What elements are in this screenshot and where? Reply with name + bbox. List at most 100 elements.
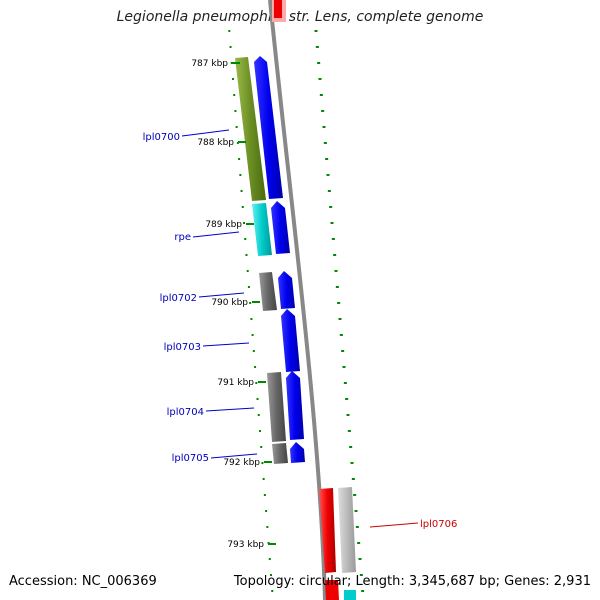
guide-dot: [345, 398, 349, 400]
cds-arrow-lpl0705: [290, 442, 305, 463]
cog-block-lpl0700: [235, 57, 266, 201]
guide-dot: [318, 78, 322, 80]
kbp-tick-label: 791 kbp: [217, 378, 254, 388]
gene-label-lpl0704[interactable]: lpl0704: [167, 407, 204, 418]
guide-dot: [255, 382, 258, 384]
guide-dot: [251, 334, 254, 336]
gene-label-lpl0700[interactable]: lpl0700: [143, 132, 180, 143]
cog-block-lpl0705: [272, 443, 288, 464]
guide-dot: [359, 574, 363, 576]
guide-dot: [270, 574, 273, 576]
guide-dot: [354, 510, 358, 512]
kbp-tick-label: 787 kbp: [191, 59, 228, 69]
guide-dot: [256, 398, 259, 400]
cog-block-bottom-red: [325, 580, 339, 600]
guide-dot: [245, 254, 248, 256]
guide-dot: [266, 526, 269, 528]
guide-dot: [357, 542, 361, 544]
guide-dot: [322, 126, 326, 128]
guide-dot: [247, 286, 250, 288]
cds-arrow-lpl0704: [286, 371, 304, 440]
guide-dot: [317, 62, 321, 64]
guide-dot: [347, 430, 351, 432]
guide-dot: [337, 302, 341, 304]
guide-dot: [330, 222, 334, 224]
guide-dot: [342, 366, 346, 368]
guide-dot: [271, 590, 274, 592]
kbp-tick-label: 792 kbp: [223, 458, 260, 468]
guide-dot: [263, 494, 266, 496]
guide-dot: [258, 430, 261, 432]
guide-dot: [323, 142, 327, 144]
guide-dot: [321, 110, 325, 112]
guide-dot: [250, 318, 253, 320]
guide-dot: [353, 494, 357, 496]
cog-block-lpl0702: [259, 272, 277, 311]
guide-dot: [326, 174, 330, 176]
guide-dot: [361, 590, 365, 592]
accession-text: Accession: NC_006369: [9, 574, 157, 589]
feature-top-red-core: [274, 0, 282, 18]
guide-dot: [235, 126, 238, 128]
guide-dot: [236, 142, 239, 144]
guide-dot: [249, 302, 252, 304]
guide-dot: [240, 190, 243, 192]
guide-dot: [343, 382, 347, 384]
guide-dot: [246, 270, 249, 272]
guide-dot: [355, 526, 359, 528]
cog-block-gray-right: [338, 487, 356, 573]
guide-dot: [234, 110, 237, 112]
kbp-tick-label: 789 kbp: [205, 220, 242, 230]
cog-block-rpe: [252, 203, 272, 256]
dotted-guides: [228, 30, 365, 592]
cds-arrow-rpe: [271, 201, 290, 254]
guide-dot: [331, 238, 335, 240]
guide-dot: [341, 350, 345, 352]
guide-dot: [346, 414, 350, 416]
guide-dot: [261, 462, 264, 464]
gene-leaders: [181, 129, 419, 528]
cog-block-lpl0704: [267, 372, 286, 442]
guide-dot: [351, 478, 355, 480]
guide-dot: [327, 190, 331, 192]
guide-dot: [260, 446, 263, 448]
guide-dot: [314, 30, 318, 32]
guide-dot: [254, 366, 257, 368]
feature-bottom-cyan: [344, 590, 356, 600]
guide-dot: [257, 414, 260, 416]
guide-dot: [228, 30, 231, 32]
cds-arrow-lpl0703: [281, 309, 300, 372]
guide-dot: [339, 334, 343, 336]
guide-dot: [349, 446, 353, 448]
genome-backbone: [268, 0, 327, 600]
guide-dot: [335, 286, 339, 288]
guide-dot: [319, 94, 323, 96]
guide-dot: [333, 254, 337, 256]
gene-label-lpl0703[interactable]: lpl0703: [164, 342, 201, 353]
guide-dot: [329, 206, 333, 208]
guide-dot: [262, 478, 265, 480]
guide-dot: [325, 158, 329, 160]
gene-label-lpl0702[interactable]: lpl0702: [160, 293, 197, 304]
guide-dot: [338, 318, 342, 320]
cog-block-lpl0706: [319, 488, 336, 573]
gene-label-rpe[interactable]: rpe: [174, 232, 191, 243]
guide-dot: [315, 46, 319, 48]
guide-dot: [265, 510, 268, 512]
kbp-ticks: 787 kbp 788 kbp 789 kbp 790 kbp 791 kbp 792 k…: [191, 59, 276, 550]
gene-label-lpl0705[interactable]: lpl0705: [172, 453, 209, 464]
kbp-tick-label: 790 kbp: [211, 298, 248, 308]
guide-dot: [244, 238, 247, 240]
cds-arrow-lpl0700: [254, 56, 283, 199]
guide-dot: [233, 94, 236, 96]
guide-dot: [229, 46, 232, 48]
guide-dot: [243, 222, 246, 224]
gene-label-lpl0706[interactable]: lpl0706: [420, 519, 457, 530]
kbp-tick-label: 793 kbp: [227, 540, 264, 550]
guide-dot: [230, 62, 233, 64]
guide-dot: [252, 350, 255, 352]
guide-dot: [239, 174, 242, 176]
topology-text: Topology: circular; Length: 3,345,687 bp…: [233, 574, 591, 589]
guide-dot: [358, 558, 362, 560]
